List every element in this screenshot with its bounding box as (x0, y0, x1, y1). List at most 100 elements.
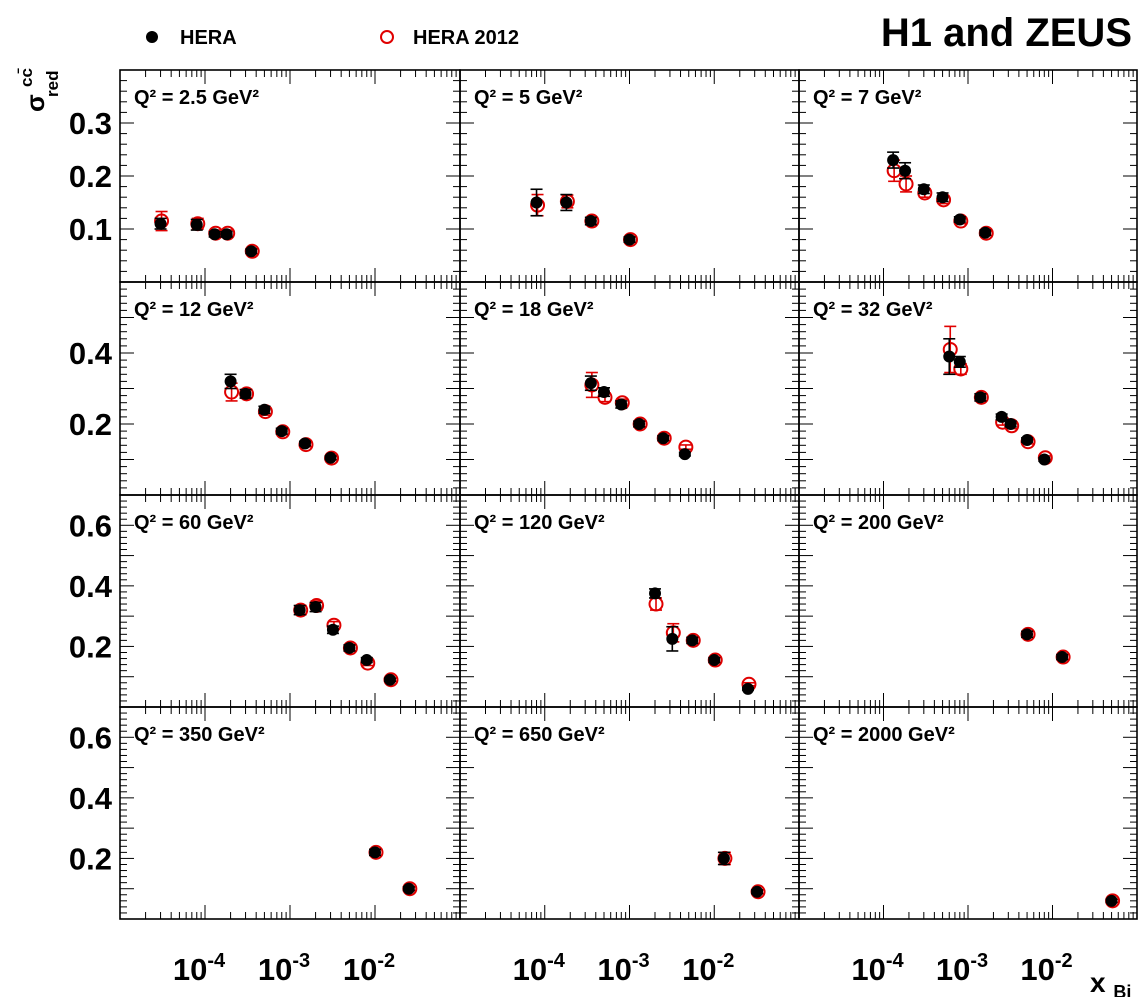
x-tick-label-exponent: -3 (632, 950, 650, 972)
panel-label: Q² = 350 GeV² (134, 724, 265, 746)
hera-point (678, 448, 691, 461)
hera-point (326, 623, 339, 636)
panel-label: Q² = 2000 GeV² (813, 724, 955, 746)
x-tick-label: 10-3 (258, 950, 310, 987)
panel: 0.1 0.2 0.3 Q² = 2.5 GeV² (69, 69, 461, 283)
hera-point (708, 654, 721, 667)
hera-point (649, 587, 662, 600)
hera-point (936, 191, 949, 204)
panel-label: Q² = 32 GeV² (813, 299, 933, 321)
x-tick-label: 10-4 (851, 950, 904, 987)
panel-label: Q² = 60 GeV² (134, 512, 254, 534)
x-tick-label: 10-4 (513, 950, 566, 987)
panel-label: Q² = 12 GeV² (134, 299, 254, 321)
hera-point (220, 228, 233, 241)
legend: HERA HERA 2012 (146, 27, 519, 49)
hera-point (657, 432, 670, 445)
x-tick-label: 10-4 (173, 950, 226, 987)
hera-point (717, 852, 730, 865)
hera-point (1004, 418, 1017, 430)
legend-hera2012-marker (380, 30, 394, 44)
y-tick-label: 0.4 (69, 781, 113, 816)
hera-point (324, 451, 337, 464)
hera-point (666, 632, 679, 645)
panel: 0.20.40.610-4 10-3 10-2Q² = 350 GeV² (69, 706, 461, 987)
y-tick-label: 0.3 (69, 106, 112, 141)
hera-point (584, 377, 597, 390)
hera-point (369, 846, 381, 859)
hera-point (686, 634, 699, 647)
hera-point (258, 403, 271, 416)
panel: Q² = 18 GeV² (459, 281, 800, 496)
x-axis-title: x Bj (1090, 967, 1131, 997)
hera-point (293, 604, 306, 617)
y-axis-superscript: cc̄ (17, 68, 36, 87)
hera-point (953, 213, 966, 226)
panel: 0.2 0.4 0.6 Q² = 60 GeV² (69, 494, 461, 708)
hera-point (224, 375, 237, 388)
hera-point (584, 215, 597, 228)
hera-point (343, 641, 356, 654)
hera-point (309, 601, 322, 614)
x-tick-label: 10-3 (936, 950, 988, 987)
x-tick-label: 10-2 (343, 950, 395, 987)
x-tick-label-exponent: -4 (207, 950, 226, 972)
hera-point (1021, 628, 1034, 641)
hera-point (360, 654, 373, 667)
x-tick-label-exponent: -2 (377, 950, 395, 972)
x-tick-label-base: 10 (1020, 952, 1054, 987)
x-tick-label-base: 10 (258, 952, 292, 987)
hera-point (239, 387, 252, 400)
y-tick-label: 0.2 (69, 841, 112, 876)
panel: Q² = 5 GeV² (459, 69, 800, 283)
y-tick-label: 0.2 (69, 629, 112, 664)
hera-point (887, 154, 900, 167)
hera-point (383, 673, 396, 686)
panel-label: Q² = 120 GeV² (474, 512, 605, 534)
hera-point (597, 386, 610, 399)
x-tick-label: 10-2 (682, 950, 734, 987)
hera-point (208, 228, 221, 241)
x-axis-symbol: x (1090, 967, 1106, 997)
svg-text:σ cc̄: σ cc̄ (17, 68, 50, 112)
hera-point (154, 217, 167, 230)
hera-point (979, 226, 992, 239)
x-axis-subscript: Bj (1113, 982, 1131, 997)
legend-hera2012-label: HERA 2012 (413, 27, 519, 49)
panel-label: Q² = 2.5 GeV² (134, 87, 259, 109)
y-tick-label: 0.4 (69, 569, 113, 604)
x-tick-label-exponent: -2 (717, 950, 735, 972)
x-tick-label-exponent: -4 (886, 950, 905, 972)
x-tick-label-exponent: -4 (547, 950, 566, 972)
x-tick-label-base: 10 (513, 952, 547, 987)
panel-label: Q² = 18 GeV² (474, 299, 594, 321)
panel: 10-4 10-3 10-2Q² = 2000 GeV² (798, 706, 1138, 987)
panel: 0.2 0.4 Q² = 12 GeV² (69, 281, 461, 496)
hera-point (623, 233, 636, 246)
panels: 0.1 0.2 0.3 Q² = 2.5 GeV² Q² = 5 GeV² Q² = 7 … (69, 69, 1138, 987)
hera-point (741, 682, 754, 695)
hera-point (1021, 433, 1034, 446)
y-tick-label: 0.2 (69, 159, 112, 194)
x-tick-label-base: 10 (936, 952, 970, 987)
hera-point (190, 218, 203, 231)
y-tick-label: 0.6 (69, 720, 112, 755)
hera-point (633, 418, 646, 430)
y-tick-label: 0.2 (69, 407, 112, 442)
hera-point (275, 425, 288, 438)
hera-point (953, 355, 966, 368)
x-tick-label-base: 10 (851, 952, 885, 987)
hera-point (917, 183, 930, 196)
hera-point (974, 391, 987, 404)
hera-point (402, 882, 415, 895)
panel: Q² = 120 GeV² (459, 494, 800, 708)
legend-hera-marker (146, 31, 158, 43)
hera-point (995, 410, 1008, 423)
x-tick-label-exponent: -2 (1055, 950, 1073, 972)
y-tick-label: 0.1 (69, 212, 112, 247)
panel-label: Q² = 5 GeV² (474, 87, 583, 109)
x-tick-label-exponent: -3 (292, 950, 310, 972)
svg-text:x Bj: x Bj (1090, 967, 1131, 997)
hera-point (943, 350, 956, 363)
